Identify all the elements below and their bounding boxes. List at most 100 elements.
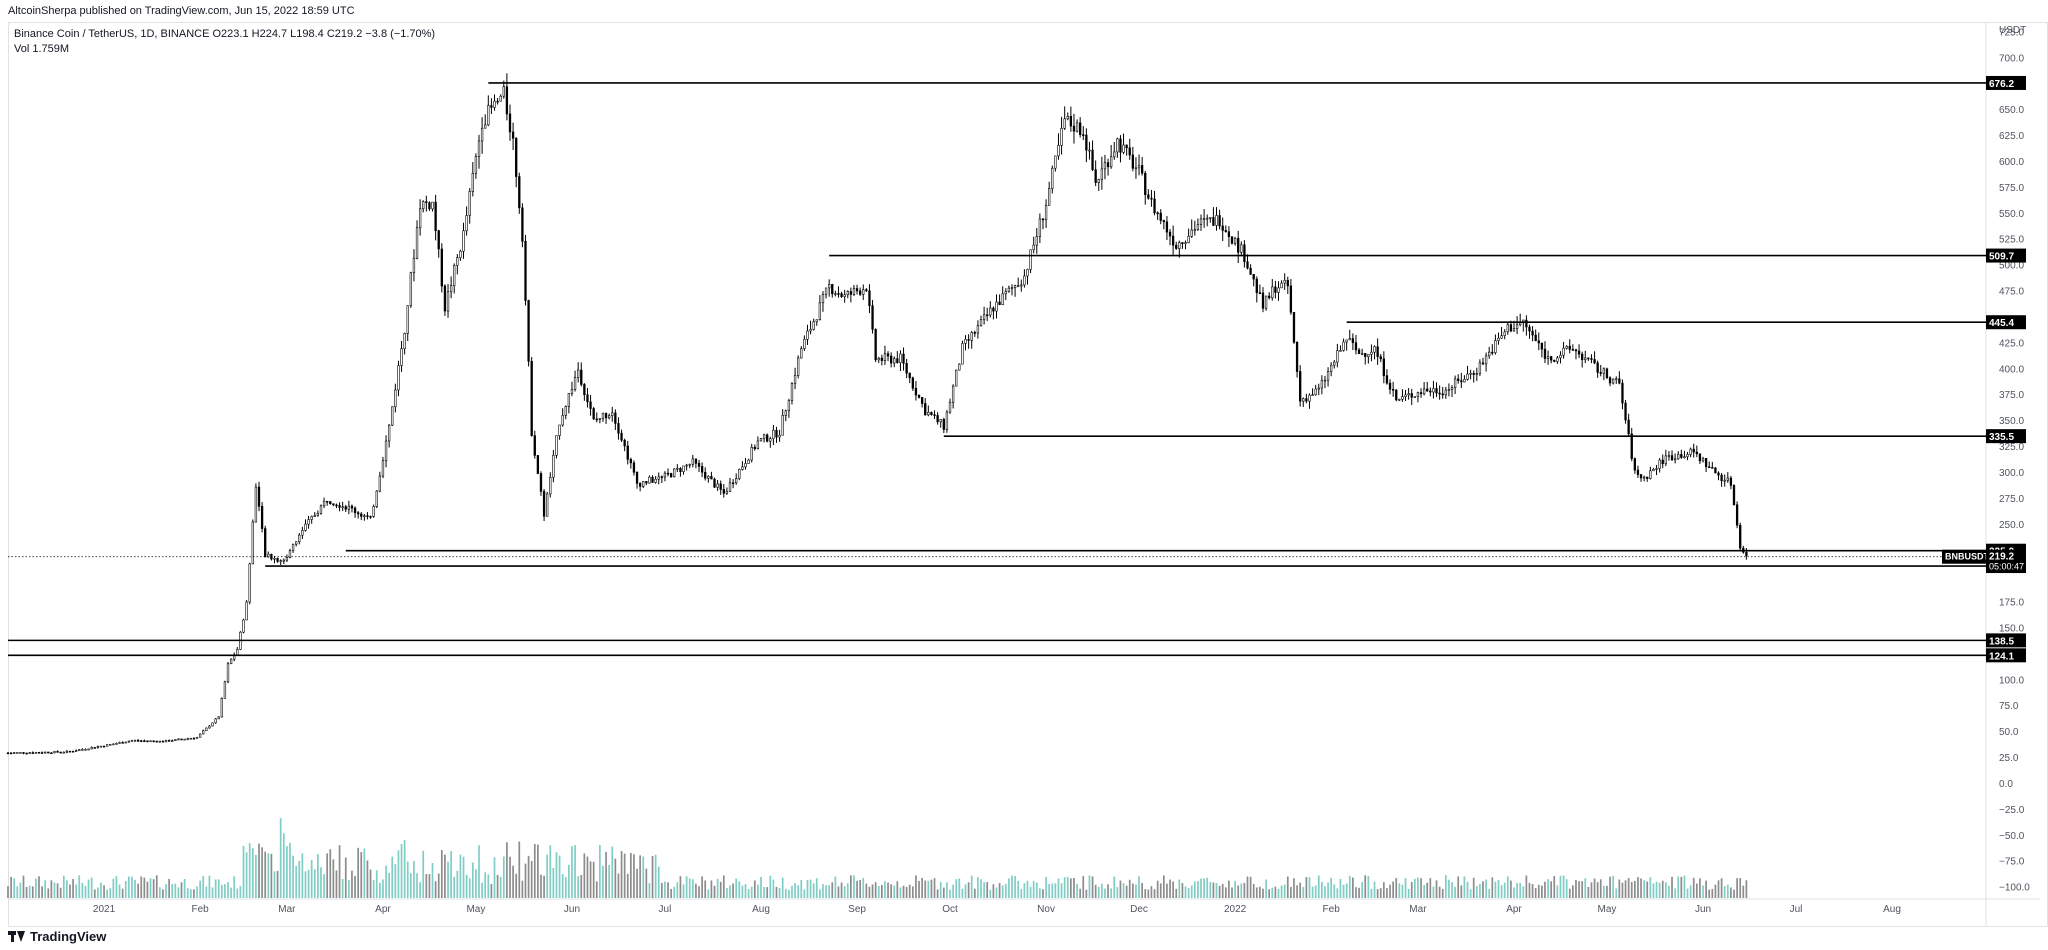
tradingview-logo[interactable]: TradingView — [8, 929, 106, 944]
candle-body — [192, 737, 196, 740]
candle-body — [1206, 217, 1209, 220]
volume-bar — [279, 818, 282, 898]
candle-body — [1131, 154, 1134, 169]
volume-bar — [1466, 881, 1469, 898]
candle-body — [446, 291, 450, 312]
volume-bar — [1382, 882, 1385, 898]
volume-bar — [1048, 883, 1051, 898]
candle-body — [1091, 149, 1094, 170]
candle-body — [143, 740, 146, 743]
candle-body — [127, 740, 131, 743]
candle-body — [84, 749, 87, 751]
candle-body — [1103, 162, 1107, 170]
candle-body — [871, 305, 874, 330]
candle-body — [1404, 394, 1407, 397]
volume-bar — [1398, 883, 1401, 898]
candle-body — [1193, 229, 1196, 231]
x-tick-label: May — [466, 904, 485, 915]
volume-bar — [1624, 880, 1627, 898]
candle-body — [893, 358, 896, 364]
candle-body — [329, 501, 332, 504]
volume-bar — [884, 881, 886, 898]
volume-bar — [1420, 878, 1422, 898]
volume-bar — [53, 882, 56, 898]
candle-body — [130, 740, 134, 742]
candle-body — [400, 348, 403, 366]
level-tag-label: 138.5 — [1989, 636, 2014, 647]
candle-body — [1376, 346, 1379, 357]
volume-bar — [1228, 880, 1230, 898]
volume-bar — [106, 889, 109, 898]
x-tick-label: 2022 — [1224, 904, 1247, 915]
candle-body — [577, 369, 580, 378]
y-tick-label: 175.0 — [1999, 598, 2024, 609]
volume-bar — [682, 884, 685, 898]
volume-bar — [629, 852, 632, 898]
volume-bar — [56, 883, 59, 898]
candle-body — [133, 739, 137, 742]
volume-bar — [388, 872, 390, 898]
volume-bar — [162, 889, 164, 898]
candle-body — [1608, 377, 1612, 384]
candle-body — [1137, 165, 1141, 169]
volume-bar — [1156, 880, 1159, 898]
candle-body — [1503, 331, 1506, 337]
volume-bar — [217, 879, 220, 898]
volume-bar — [391, 856, 394, 898]
volume-bar — [552, 867, 555, 898]
volume-bar — [896, 881, 899, 898]
candle-body — [1354, 342, 1358, 351]
volume-bar — [428, 874, 431, 898]
candle-body — [1528, 326, 1531, 332]
candle-body — [1237, 237, 1240, 253]
volume-bar — [1290, 886, 1292, 898]
volume-bar — [444, 854, 446, 898]
volume-bar — [341, 878, 344, 898]
volume-bar — [939, 881, 942, 898]
volume-bar — [605, 852, 607, 898]
candle-body — [31, 752, 34, 754]
volume-bar — [282, 833, 285, 898]
volume-bar — [753, 880, 756, 898]
volume-bar — [701, 876, 703, 898]
candle-body — [1128, 147, 1131, 156]
volume-bar — [859, 879, 862, 898]
volume-bar — [140, 876, 143, 898]
volume-bar — [893, 885, 896, 898]
level-tag-label: 509.7 — [1989, 252, 2014, 263]
candle-body — [1385, 375, 1389, 384]
volume-bar — [977, 877, 979, 898]
x-tick-label: 2021 — [93, 904, 116, 915]
candle-body — [50, 752, 53, 755]
candle-body — [90, 747, 93, 750]
volume-bar — [766, 887, 769, 898]
candle-body — [471, 172, 474, 192]
candle-body — [1100, 168, 1104, 180]
candle-body — [1509, 324, 1513, 332]
y-tick-label: −75.0 — [1999, 857, 2025, 868]
x-tick-label: Sep — [848, 904, 866, 915]
candle-body — [595, 418, 598, 421]
volume-bar — [131, 876, 133, 898]
candle-body — [1075, 122, 1079, 132]
candle-body — [248, 563, 251, 603]
volume-bar — [794, 883, 796, 898]
last-price-tag — [1986, 549, 2026, 572]
candle-body — [140, 740, 143, 742]
candle-body — [989, 307, 992, 316]
volume-legend[interactable]: Vol 1.759M — [14, 43, 70, 55]
volume-bar — [1367, 876, 1370, 898]
volume-bar — [59, 887, 62, 898]
level-tag — [1986, 633, 2026, 648]
candle-body — [1633, 458, 1636, 471]
candle-body — [604, 412, 608, 419]
candle-body — [40, 752, 44, 754]
candle-body — [273, 558, 276, 560]
candle-body — [673, 468, 676, 478]
candle-body — [1698, 453, 1702, 462]
volume-bar — [1286, 876, 1289, 898]
candle-body — [635, 471, 639, 484]
symbol-legend[interactable]: Binance Coin / TetherUS, 1D, BINANCE O22… — [14, 28, 436, 40]
candle-body — [719, 483, 722, 490]
